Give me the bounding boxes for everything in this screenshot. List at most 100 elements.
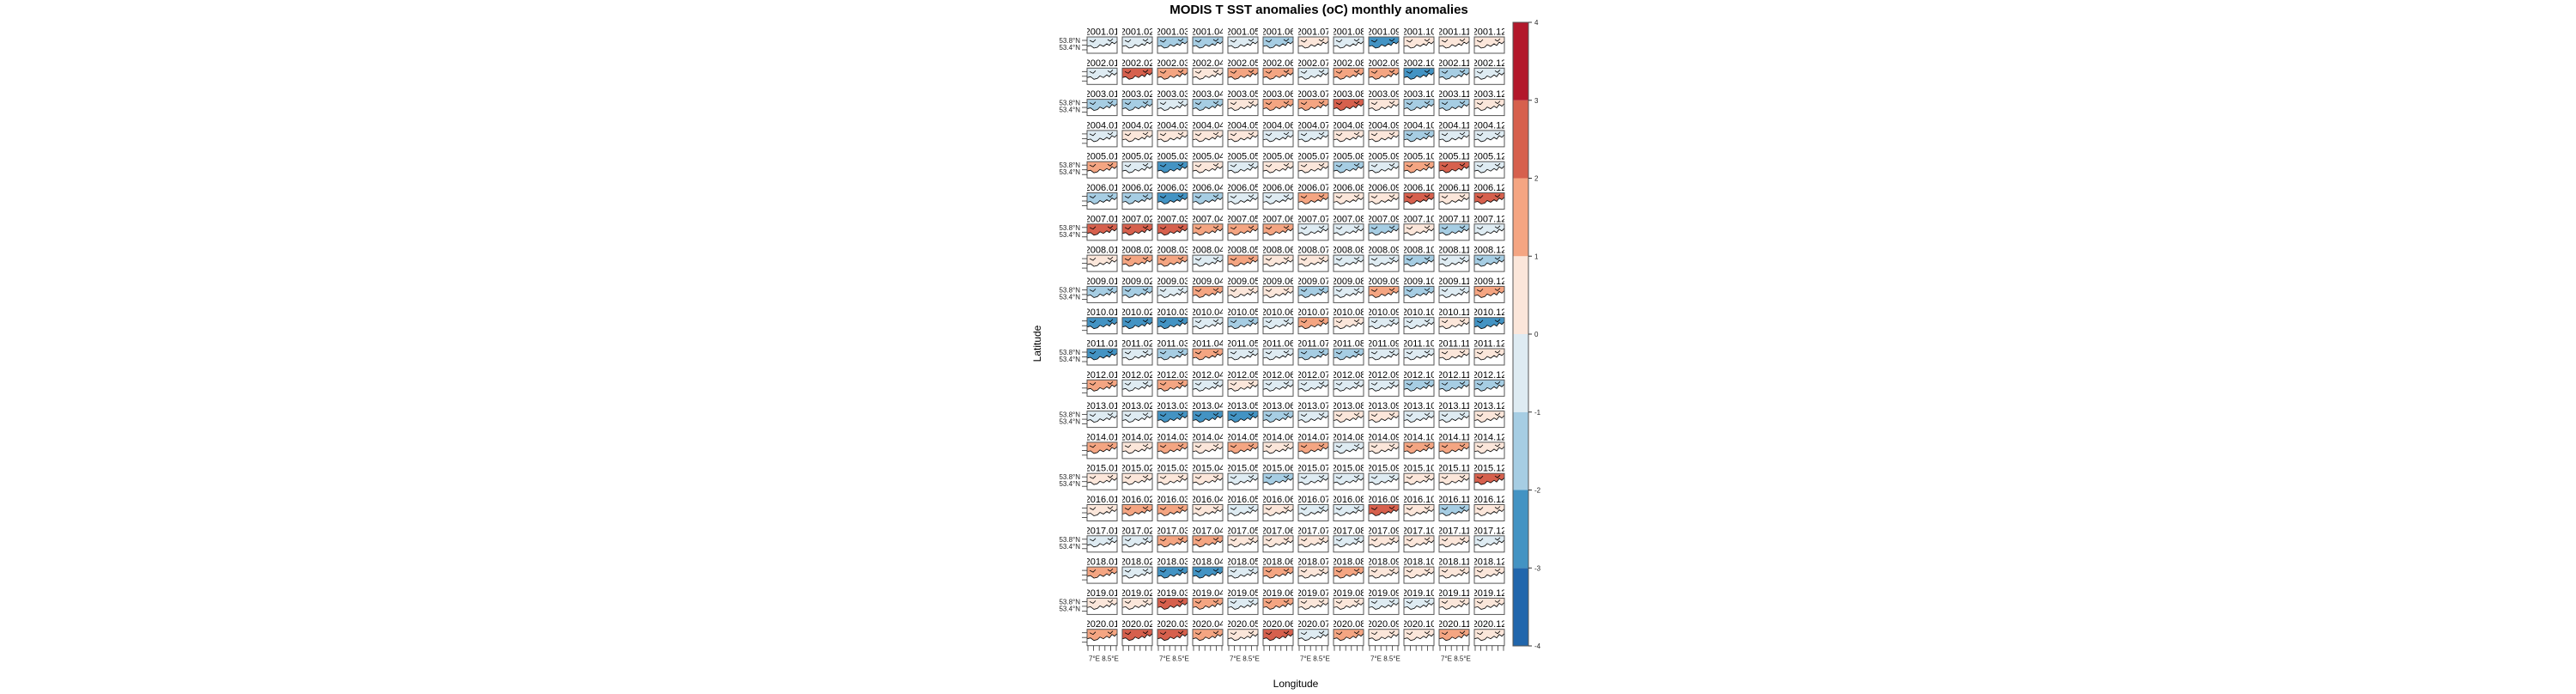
panel-border — [1157, 130, 1188, 148]
panel-land — [1157, 415, 1188, 428]
panel-border — [1262, 317, 1294, 335]
panel-coastline — [1333, 568, 1364, 579]
panel-border — [1227, 223, 1259, 241]
panel-coastline — [1333, 600, 1364, 610]
panel-coastline — [1192, 131, 1224, 143]
x-axis-label: Longitude — [1273, 678, 1319, 690]
panel-border — [1403, 67, 1435, 85]
panel-strip-label: 2009.10 — [1402, 277, 1437, 287]
panel-land — [1369, 321, 1399, 334]
panel-coastline — [1368, 381, 1400, 392]
panel-strip-label: 2014.03 — [1156, 432, 1190, 442]
y-tick-label: 53.4°N — [1059, 107, 1080, 114]
panel-strip-label: 2017.03 — [1156, 526, 1190, 536]
panel-land — [1369, 197, 1399, 210]
panel-strip-label: 2008.07 — [1297, 246, 1331, 256]
panel-strip-label: 2016.12 — [1473, 495, 1507, 505]
panel-border — [1262, 504, 1294, 521]
y-tick-label: 53.4°N — [1059, 418, 1080, 426]
panel-coastline — [1403, 131, 1435, 143]
panel-land — [1263, 539, 1293, 552]
panel-border — [1438, 99, 1470, 117]
panel-coastline — [1086, 225, 1118, 236]
panel-strip-label: 2002.05 — [1226, 58, 1261, 69]
panel-border — [1473, 566, 1505, 584]
panel-land — [1404, 633, 1434, 646]
panel-coastline — [1333, 537, 1364, 548]
panel-border — [1473, 597, 1505, 615]
panel-border — [1333, 629, 1364, 647]
panel-land — [1474, 633, 1504, 646]
panel-coastline — [1157, 443, 1188, 454]
panel-land — [1404, 353, 1434, 365]
panel-land — [1298, 353, 1328, 365]
panel-land — [1334, 478, 1364, 490]
panel-land — [1263, 321, 1293, 334]
panel-border — [1438, 285, 1470, 303]
panel-coastline — [1368, 412, 1400, 423]
panel-border — [1297, 379, 1329, 397]
panel-border — [1121, 411, 1153, 429]
panel-strip-label: 2019.03 — [1156, 588, 1190, 599]
panel-land — [1298, 571, 1328, 584]
panel-strip-label: 2014.01 — [1085, 432, 1120, 442]
panel-border — [1297, 223, 1329, 241]
panel-border — [1262, 441, 1294, 460]
panel-land — [1228, 539, 1258, 552]
panel-border — [1473, 411, 1505, 429]
panel-land — [1369, 384, 1399, 397]
panel-land — [1228, 103, 1258, 116]
panel-strip-label: 2012.01 — [1085, 370, 1120, 380]
panel-strip-label: 2018.04 — [1191, 557, 1225, 568]
panel-land — [1298, 633, 1328, 646]
panel-land — [1193, 41, 1223, 53]
panel-coastline — [1192, 412, 1224, 423]
panel-strip-label: 2020.09 — [1367, 619, 1401, 630]
panel-coastline — [1086, 537, 1118, 548]
panel-land — [1474, 571, 1504, 584]
panel-coastline — [1403, 100, 1435, 112]
panel-strip-label: 2014.02 — [1121, 432, 1155, 442]
panel-border — [1368, 99, 1400, 117]
panel-land — [1157, 134, 1188, 147]
panel-coastline — [1086, 506, 1118, 516]
panel-border — [1121, 379, 1153, 397]
panel-land — [1157, 446, 1188, 459]
panel-land — [1157, 259, 1188, 272]
panel-border — [1157, 629, 1188, 647]
panel-border — [1192, 629, 1224, 647]
panel-border — [1157, 36, 1188, 54]
panel-land — [1193, 353, 1223, 365]
panel-strip-label: 2002.01 — [1085, 58, 1120, 69]
panel-land — [1263, 259, 1293, 272]
panel-land — [1298, 602, 1328, 615]
panel-strip-label: 2019.07 — [1297, 588, 1331, 599]
panel-land — [1263, 72, 1293, 85]
panel-strip-label: 2014.05 — [1226, 432, 1261, 442]
panel-land — [1122, 166, 1152, 179]
panel-land — [1439, 415, 1469, 428]
panel-strip-label: 2013.04 — [1191, 401, 1225, 411]
panel-land — [1439, 539, 1469, 552]
panel-coastline — [1333, 381, 1364, 392]
panel-strip-label: 2018.12 — [1473, 557, 1507, 568]
panel-strip-label: 2017.01 — [1085, 526, 1120, 536]
panel-strip-label: 2010.04 — [1191, 307, 1225, 318]
panel-coastline — [1473, 162, 1505, 174]
panel-border — [1262, 472, 1294, 490]
panel-strip-label: 2002.04 — [1191, 58, 1225, 69]
panel-border — [1333, 223, 1364, 241]
panel-land — [1263, 353, 1293, 365]
panel-land — [1439, 166, 1469, 179]
y-tick-label: 53.4°N — [1059, 480, 1080, 488]
panel-strip-label: 2012.03 — [1156, 370, 1190, 380]
panel-coastline — [1192, 256, 1224, 267]
panel-land — [1439, 259, 1469, 272]
panel-land — [1087, 571, 1117, 584]
panel-land — [1157, 197, 1188, 210]
panel-land — [1228, 72, 1258, 85]
panel-coastline — [1333, 319, 1364, 330]
panel-coastline — [1121, 100, 1153, 112]
panel-land — [1228, 228, 1258, 240]
panel-land — [1474, 259, 1504, 272]
